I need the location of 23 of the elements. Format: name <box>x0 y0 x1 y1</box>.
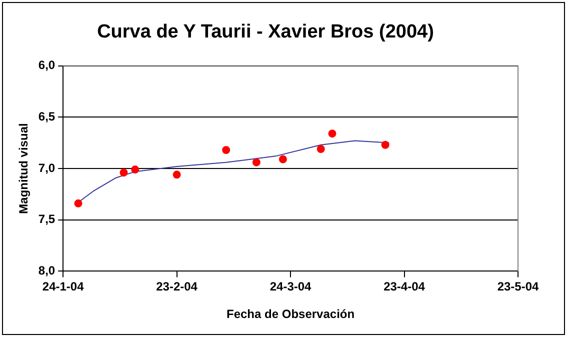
point <box>131 166 140 174</box>
point <box>381 140 390 149</box>
point <box>328 130 336 138</box>
point <box>120 168 128 177</box>
point <box>222 146 230 154</box>
x-tick-label: 24-3-04 <box>270 280 312 294</box>
point <box>172 170 181 179</box>
point <box>316 144 325 153</box>
point <box>74 199 82 208</box>
point <box>278 155 287 164</box>
x-axis-title: Fecha de Observación <box>226 307 355 322</box>
x-tick-label: 23-4-04 <box>384 280 426 294</box>
y-tick-label: 7,5 <box>38 212 56 226</box>
x-tick-label: 23-2-04 <box>156 280 198 294</box>
y-tick-label: 8,0 <box>38 264 56 278</box>
y-axis-title: Magnitud visual <box>16 123 31 214</box>
y-tick-label: 7,0 <box>38 160 56 175</box>
y-tick-label: 6,5 <box>38 109 56 124</box>
point <box>252 158 260 166</box>
x-tick-label: 24-1-04 <box>42 280 84 294</box>
y-tick-label: 6,0 <box>38 58 56 72</box>
x-tick-label: 23-5-04 <box>497 280 539 294</box>
chart-title: Curva de Y Taurii - Xavier Bros (2004) <box>97 22 434 43</box>
